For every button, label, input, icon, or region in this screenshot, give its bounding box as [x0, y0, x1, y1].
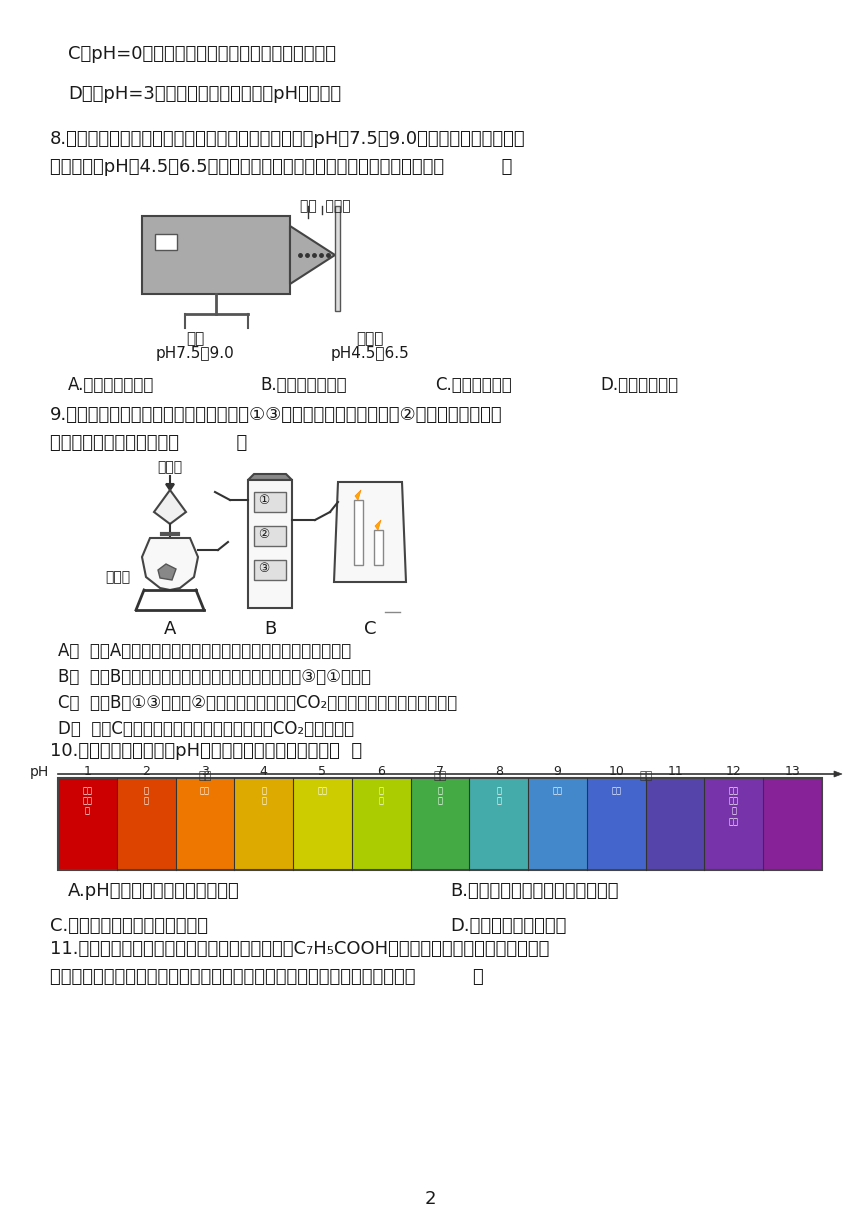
Polygon shape	[290, 226, 335, 285]
Text: 酸性比醋酸强，可用做食品防腐剂．下列对苯甲酸性质的推测中不合理的是（          ）: 酸性比醋酸强，可用做食品防腐剂．下列对苯甲酸性质的推测中不合理的是（ ）	[50, 968, 483, 986]
Bar	[155, 233, 177, 250]
Text: 8: 8	[494, 765, 503, 778]
Text: 3: 3	[201, 765, 209, 778]
Polygon shape	[166, 484, 174, 490]
Polygon shape	[334, 482, 406, 582]
Text: 石灰石: 石灰石	[105, 570, 130, 584]
Text: 13: 13	[784, 765, 801, 778]
Text: pH4.5～6.5: pH4.5～6.5	[330, 347, 409, 361]
Text: D．在pH=3溶液中滴加蒸馏水，溶液pH逐渐变小: D．在pH=3溶液中滴加蒸馏水，溶液pH逐渐变小	[68, 85, 341, 103]
Text: D.打印纸偏碱性: D.打印纸偏碱性	[600, 376, 679, 394]
Text: 2: 2	[142, 765, 150, 778]
Bar	[254, 527, 286, 546]
Text: ①: ①	[258, 494, 269, 507]
Bar	[234, 778, 293, 869]
Bar	[142, 216, 290, 294]
Bar	[410, 778, 470, 869]
Text: B.厕所清洁剂不会腐蚀大理石地面: B.厕所清洁剂不会腐蚀大理石地面	[450, 882, 618, 900]
Bar	[646, 778, 704, 869]
Text: C．  装置B中①③变红，②不变红是因为生成的CO₂呈酸性，能使石蕊试纸变红色: C． 装置B中①③变红，②不变红是因为生成的CO₂呈酸性，能使石蕊试纸变红色	[58, 694, 458, 713]
Bar	[254, 561, 286, 580]
Bar	[293, 778, 352, 869]
Text: 墨水: 墨水	[186, 331, 204, 347]
Text: A: A	[163, 620, 176, 638]
Text: 牛
奶: 牛 奶	[438, 786, 443, 805]
Polygon shape	[158, 564, 176, 580]
Text: 6: 6	[378, 765, 385, 778]
Text: 碱性: 碱性	[639, 771, 653, 781]
Text: 1: 1	[83, 765, 91, 778]
Text: 苹
果: 苹 果	[261, 786, 267, 805]
Bar	[352, 778, 410, 869]
Text: 柠
檬: 柠 檬	[144, 786, 149, 805]
Text: 11: 11	[667, 765, 683, 778]
Text: 牙膏: 牙膏	[552, 786, 562, 795]
Text: 喷嘴  墨水滴: 喷嘴 墨水滴	[300, 199, 351, 213]
Bar	[254, 492, 286, 512]
Text: C.打印纸偏酸性: C.打印纸偏酸性	[435, 376, 512, 394]
Bar	[470, 778, 528, 869]
Text: 9: 9	[554, 765, 562, 778]
Text: pH7.5～9.0: pH7.5～9.0	[156, 347, 235, 361]
Text: 茅
草: 茅 草	[496, 786, 501, 805]
Text: C: C	[364, 620, 377, 638]
Text: 试纸。下列说法正确的是（          ）: 试纸。下列说法正确的是（ ）	[50, 434, 248, 452]
Text: pH: pH	[30, 765, 49, 779]
Text: 7: 7	[436, 765, 444, 778]
Text: B: B	[264, 620, 276, 638]
Text: A.pH试纸浸入溶液中测其酸碱度: A.pH试纸浸入溶液中测其酸碱度	[68, 882, 240, 900]
Bar	[354, 500, 363, 565]
Bar	[763, 778, 822, 869]
Text: 番
茄: 番 茄	[378, 786, 384, 805]
Text: D．  装置C中点燃的蜡烛自上而下熄灭，说明CO₂不支持燃烧: D． 装置C中点燃的蜡烛自上而下熄灭，说明CO₂不支持燃烧	[58, 720, 354, 738]
Text: 5: 5	[318, 765, 327, 778]
Text: 2: 2	[424, 1190, 436, 1207]
Text: 10.下图是身边一些物质pH，则下列有关说法正确的是（  ）: 10.下图是身边一些物质pH，则下列有关说法正确的是（ ）	[50, 742, 362, 760]
Text: 酸性: 酸性	[199, 771, 212, 781]
Text: 4: 4	[260, 765, 267, 778]
Text: 稀盐酸: 稀盐酸	[157, 460, 182, 474]
Polygon shape	[154, 490, 186, 524]
Bar	[374, 530, 383, 565]
Bar	[58, 778, 117, 869]
Bar	[335, 206, 340, 311]
Text: 到打印纸（pH：4.5～6.5）上，变为不溶于水的固体。下列说法正确的是（          ）: 到打印纸（pH：4.5～6.5）上，变为不溶于水的固体。下列说法正确的是（ ）	[50, 158, 513, 176]
Text: 西瓜: 西瓜	[317, 786, 328, 795]
Text: 橘子: 橘子	[200, 786, 210, 795]
Text: 8.图为喷墨打印机工作原理示意图，溶解在打印墨水（pH：7.5～9.0）中的染料，从喷嘴喷: 8.图为喷墨打印机工作原理示意图，溶解在打印墨水（pH：7.5～9.0）中的染料…	[50, 130, 525, 148]
Polygon shape	[142, 537, 198, 590]
Bar	[587, 778, 646, 869]
Text: 10: 10	[608, 765, 624, 778]
Polygon shape	[355, 490, 361, 500]
Text: ③: ③	[258, 562, 269, 575]
Text: 9.如图是研究二氧化碳性质的创新实验，①③为湿润的紫色石蕊试纸，②为干燥的紫色石蕊: 9.如图是研究二氧化碳性质的创新实验，①③为湿润的紫色石蕊试纸，②为干燥的紫色石…	[50, 406, 502, 424]
Bar	[117, 778, 175, 869]
Text: 中性: 中性	[433, 771, 446, 781]
Text: 11.有一食品包装说明书中注明防腐剂是苯甲酸（C₇H₅COOH），张华同学查资料得知苯甲酸的: 11.有一食品包装说明书中注明防腐剂是苯甲酸（C₇H₅COOH），张华同学查资料…	[50, 940, 550, 958]
Text: 打印纸: 打印纸	[356, 331, 384, 347]
Bar	[528, 778, 587, 869]
Text: C.蚊虫叮咬后涂牙膏可减轻痛痒: C.蚊虫叮咬后涂牙膏可减轻痛痒	[50, 917, 208, 935]
Polygon shape	[375, 520, 381, 530]
Text: 12: 12	[726, 765, 741, 778]
Text: 肥皂: 肥皂	[611, 786, 621, 795]
Text: B．  装置B中能说明二氧化碳密度比空气大的现象是③比①先变红: B． 装置B中能说明二氧化碳密度比空气大的现象是③比①先变红	[58, 668, 371, 686]
Text: ②: ②	[258, 528, 269, 541]
Bar	[58, 778, 822, 869]
Bar	[248, 480, 292, 608]
Text: B.打印墨水呈中性: B.打印墨水呈中性	[260, 376, 347, 394]
Bar	[704, 778, 763, 869]
Bar	[175, 778, 234, 869]
Text: 厕所
清洁
剂: 厕所 清洁 剂	[83, 786, 92, 816]
Polygon shape	[834, 771, 842, 777]
Polygon shape	[248, 474, 292, 480]
Text: C．pH=0溶液显中性，滴入石蕊试液，溶液显紫色: C．pH=0溶液显中性，滴入石蕊试液，溶液显紫色	[68, 45, 336, 63]
Text: A．  装置A中滴加的稀盐酸可用稀硫酸代替，使实验现象更明显: A． 装置A中滴加的稀盐酸可用稀硫酸代替，使实验现象更明显	[58, 642, 351, 660]
Text: D.橘子的酸性强于柠檬: D.橘子的酸性强于柠檬	[450, 917, 567, 935]
Text: 厨房
清洁
剂
灰水: 厨房 清洁 剂 灰水	[728, 786, 739, 826]
Text: A.打印墨水偏酸性: A.打印墨水偏酸性	[68, 376, 155, 394]
